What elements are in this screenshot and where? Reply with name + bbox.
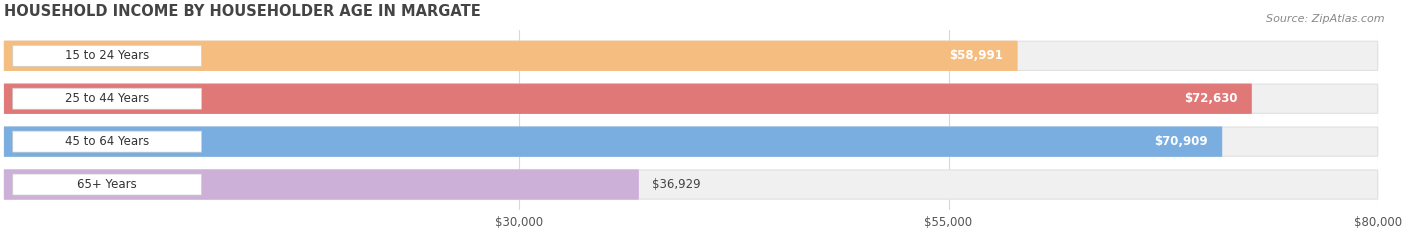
FancyBboxPatch shape <box>4 170 638 199</box>
FancyBboxPatch shape <box>13 174 201 195</box>
Text: 45 to 64 Years: 45 to 64 Years <box>65 135 149 148</box>
FancyBboxPatch shape <box>4 170 1378 199</box>
Text: Source: ZipAtlas.com: Source: ZipAtlas.com <box>1267 14 1385 24</box>
FancyBboxPatch shape <box>13 88 201 109</box>
FancyBboxPatch shape <box>4 127 1222 156</box>
Text: 25 to 44 Years: 25 to 44 Years <box>65 92 149 105</box>
FancyBboxPatch shape <box>4 84 1251 113</box>
FancyBboxPatch shape <box>4 84 1378 113</box>
Text: HOUSEHOLD INCOME BY HOUSEHOLDER AGE IN MARGATE: HOUSEHOLD INCOME BY HOUSEHOLDER AGE IN M… <box>4 4 481 19</box>
FancyBboxPatch shape <box>4 41 1017 70</box>
Text: $70,909: $70,909 <box>1154 135 1208 148</box>
Text: $36,929: $36,929 <box>652 178 700 191</box>
Text: 15 to 24 Years: 15 to 24 Years <box>65 49 149 62</box>
Text: $58,991: $58,991 <box>949 49 1004 62</box>
FancyBboxPatch shape <box>4 127 1378 156</box>
Text: $72,630: $72,630 <box>1184 92 1237 105</box>
FancyBboxPatch shape <box>13 45 201 66</box>
FancyBboxPatch shape <box>4 41 1378 70</box>
Text: 65+ Years: 65+ Years <box>77 178 136 191</box>
FancyBboxPatch shape <box>13 131 201 152</box>
